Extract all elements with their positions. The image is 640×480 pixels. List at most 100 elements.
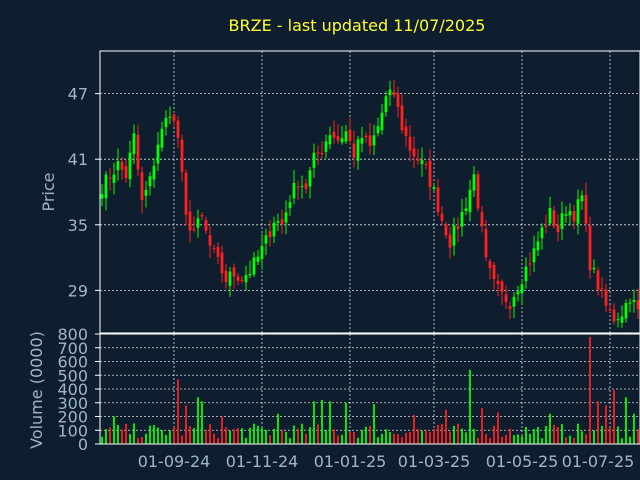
candle-body — [468, 189, 472, 213]
candle-body — [632, 299, 636, 303]
candle-body — [232, 267, 236, 277]
candle-body — [268, 231, 272, 238]
candle-body — [576, 199, 580, 224]
volume-bar — [477, 437, 479, 444]
volume-bar — [417, 428, 419, 444]
candle-body — [512, 296, 516, 307]
volume-bar — [621, 438, 623, 444]
volume-bar — [101, 436, 103, 444]
candle-body — [328, 135, 332, 145]
volume-bar — [329, 401, 331, 444]
volume-bar — [169, 430, 171, 444]
volume-bar — [129, 434, 131, 444]
candle-body — [584, 194, 588, 224]
candle-body — [256, 256, 260, 262]
candle-body — [448, 234, 452, 248]
volume-bar — [177, 379, 179, 444]
volume-bar — [293, 425, 295, 444]
volume-bar — [509, 428, 511, 444]
volume-bar — [153, 424, 155, 444]
candle-body — [340, 138, 344, 143]
candle-body — [292, 183, 296, 199]
candle-body — [564, 214, 568, 216]
candle-body — [260, 245, 264, 260]
candle-body — [636, 299, 640, 310]
candle-body — [460, 211, 464, 227]
candle-body — [580, 195, 584, 202]
candle-body — [244, 275, 248, 283]
candle-body — [116, 161, 120, 171]
volume-bar — [205, 429, 207, 444]
candle-body — [304, 183, 308, 189]
volume-bar — [485, 434, 487, 444]
x-tick-label: 01-01-25 — [314, 452, 387, 471]
volume-bar — [269, 435, 271, 444]
candle-body — [224, 270, 228, 282]
candle-body — [364, 135, 368, 138]
candle-body — [312, 152, 316, 168]
volume-bar — [585, 434, 587, 444]
volume-bar — [165, 434, 167, 444]
volume-bar — [349, 431, 351, 444]
x-tick-label: 01-03-25 — [398, 452, 471, 471]
volume-bar — [553, 424, 555, 444]
candle-body — [464, 208, 468, 211]
candle-body — [516, 291, 520, 295]
volume-bar — [409, 431, 411, 444]
price-tick-label: 41 — [68, 150, 88, 169]
candle-body — [496, 280, 500, 285]
volume-tick-label: 700 — [57, 339, 88, 358]
candle-body — [288, 202, 292, 209]
candle-body — [168, 116, 172, 118]
candle-body — [456, 226, 460, 230]
volume-tick-label: 100 — [57, 421, 88, 440]
volume-bar — [161, 430, 163, 444]
candle-body — [356, 139, 360, 161]
volume-bar — [369, 425, 371, 444]
volume-bar — [301, 423, 303, 444]
volume-bar — [113, 416, 115, 444]
candle-body — [408, 136, 412, 151]
candle-body — [212, 248, 216, 250]
candle-body — [316, 152, 320, 154]
volume-tick-label: 800 — [57, 325, 88, 344]
candle-body — [504, 294, 508, 303]
volume-bar — [581, 431, 583, 444]
volume-bar — [321, 400, 323, 444]
volume-bar — [185, 405, 187, 444]
candle-body — [336, 136, 340, 141]
candle-body — [272, 222, 276, 237]
candle-body — [360, 137, 364, 144]
candle-body — [192, 228, 196, 231]
candle-body — [440, 213, 444, 221]
candle-body — [172, 114, 176, 121]
volume-bar — [449, 431, 451, 444]
volume-bar — [385, 429, 387, 444]
volume-bar — [241, 428, 243, 444]
volume-bar — [597, 401, 599, 444]
volume-bar — [461, 428, 463, 444]
volume-bar — [377, 437, 379, 444]
candle-body — [428, 160, 432, 188]
price-panel-frame — [99, 50, 640, 334]
volume-bar — [445, 409, 447, 444]
candle-body — [200, 214, 204, 217]
candle-body — [320, 152, 324, 154]
candle-body — [480, 212, 484, 227]
volume-bar — [197, 397, 199, 444]
volume-bar — [373, 404, 375, 444]
volume-tick-label: 0 — [78, 435, 88, 454]
volume-bar — [521, 436, 523, 444]
volume-bar — [561, 424, 563, 444]
candle-body — [472, 174, 476, 191]
volume-bar — [633, 413, 635, 444]
volume-tick-label: 200 — [57, 408, 88, 427]
volume-bar — [489, 438, 491, 444]
volume-bar — [157, 427, 159, 444]
volume-bar — [193, 428, 195, 444]
candle-body — [552, 210, 556, 227]
volume-bar — [125, 423, 127, 444]
volume-bar — [305, 433, 307, 444]
volume-bar — [481, 408, 483, 444]
